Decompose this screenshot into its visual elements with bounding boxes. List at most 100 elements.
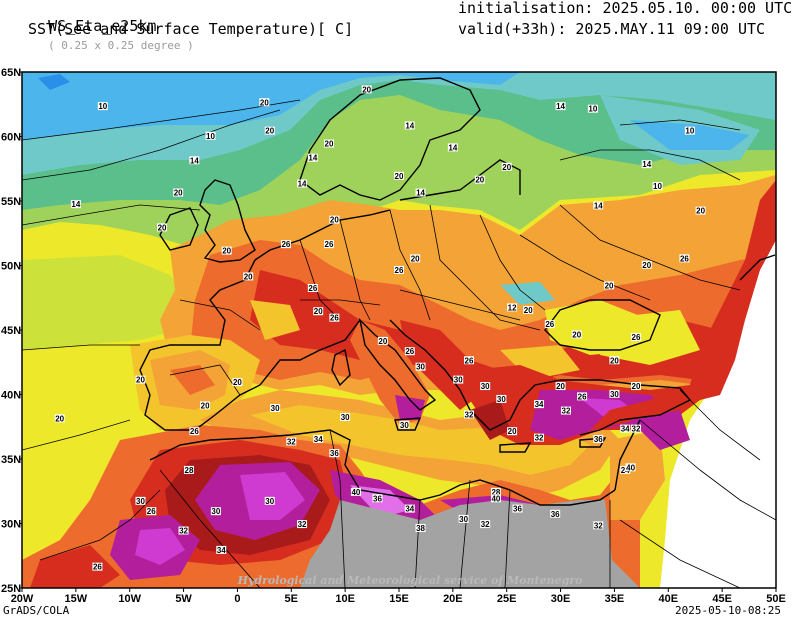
- contour-label-bg: [410, 254, 421, 263]
- contour-label: 20: [475, 176, 484, 185]
- contour-label: 32: [298, 520, 307, 529]
- contour-label-bg: [490, 487, 501, 496]
- contour-label: 32: [465, 410, 474, 419]
- contour-label: 10: [653, 182, 662, 191]
- contour-label: 14: [308, 154, 317, 163]
- contour-label: 20: [632, 382, 641, 391]
- contour-label: 30: [481, 382, 490, 391]
- contour-label: 14: [71, 200, 80, 209]
- contour-label-bg: [297, 520, 308, 529]
- lon-tick-label: 35E: [605, 593, 625, 605]
- contour-label: 20: [610, 356, 619, 365]
- contour-label: 26: [330, 314, 339, 323]
- contour-label: 20: [362, 85, 371, 94]
- contour-label-bg: [313, 307, 324, 316]
- contour-label: 14: [190, 156, 199, 165]
- contour-label-bg: [630, 333, 641, 342]
- contour-label: 14: [405, 121, 414, 130]
- contour-label: 12: [508, 303, 517, 312]
- contour-label: 36: [551, 510, 560, 519]
- contour-label-bg: [641, 260, 652, 269]
- contour-label-bg: [630, 424, 641, 433]
- contour-label-bg: [394, 265, 404, 274]
- lat-tick-label: 65N: [1, 67, 21, 79]
- contour-label: 20: [233, 378, 242, 387]
- contour-label: 10: [206, 132, 215, 141]
- contour-label-bg: [216, 545, 227, 554]
- field-title: SST(See and Surface Temperature)[ C]: [28, 20, 354, 38]
- contour-label: 30: [497, 395, 506, 404]
- contour-label-bg: [507, 303, 518, 312]
- contour-label: 10: [685, 127, 694, 136]
- contour-label: 34: [535, 400, 544, 409]
- contour-label-bg: [135, 375, 146, 384]
- contour-label-bg: [490, 494, 501, 503]
- contour-label: 34: [621, 425, 630, 434]
- lon-tick-label: 10W: [118, 593, 141, 605]
- contour-label-bg: [205, 131, 216, 140]
- contour-label-bg: [609, 389, 620, 398]
- contour-label: 34: [405, 505, 414, 514]
- contour-label-bg: [534, 433, 545, 442]
- contour-label-bg: [679, 254, 690, 263]
- contour-label-bg: [157, 223, 168, 232]
- lon-tick-label: 20E: [443, 593, 463, 605]
- contour-label: 14: [298, 180, 307, 189]
- lon-tick-label: 15W: [65, 593, 88, 605]
- contour-label-bg: [464, 356, 475, 365]
- contour-label: 20: [642, 261, 651, 270]
- software-credit: GrADS/COLA: [3, 604, 70, 617]
- contour-label: 14: [556, 102, 565, 111]
- contour-label-bg: [259, 98, 270, 107]
- contour-label-bg: [480, 382, 491, 391]
- temperature-field: [22, 72, 776, 588]
- contour-label: 26: [325, 240, 334, 249]
- contour-label: 32: [179, 527, 188, 536]
- contour-label-bg: [404, 504, 415, 513]
- contour-label-bg: [560, 406, 571, 415]
- contour-label: 10: [98, 102, 107, 111]
- contour-label-bg: [210, 507, 221, 516]
- contour-label-bg: [377, 336, 388, 345]
- contour-label-bg: [307, 153, 318, 162]
- contour-label-bg: [464, 410, 475, 419]
- contour-label-bg: [280, 240, 291, 249]
- contour-label-bg: [323, 240, 334, 249]
- contour-label: 14: [448, 143, 457, 152]
- contour-label-bg: [232, 378, 243, 387]
- country-borders: [39, 204, 776, 588]
- contour-label: 26: [545, 320, 554, 329]
- contour-label-bg: [394, 171, 404, 180]
- contour-label-bg: [70, 200, 81, 209]
- contour-label: 28: [491, 488, 500, 497]
- contour-label: 14: [416, 189, 425, 198]
- contour-label-bg: [453, 375, 464, 384]
- contour-label: 32: [535, 434, 544, 443]
- contour-label-bg: [555, 102, 566, 111]
- contour-label-bg: [415, 188, 426, 197]
- contour-label-bg: [593, 201, 604, 210]
- contour-label-bg: [593, 521, 604, 530]
- contour-label: 20: [244, 272, 253, 281]
- contour-label-bg: [329, 313, 340, 322]
- contour-label-bg: [270, 403, 281, 412]
- contour-label: 36: [594, 435, 603, 444]
- contour-label: 30: [416, 363, 425, 372]
- contour-label: 30: [459, 515, 468, 524]
- contour-label: 26: [578, 392, 587, 401]
- contour-label: 10: [588, 105, 597, 114]
- contour-label-bg: [329, 449, 340, 458]
- contour-label: 30: [136, 497, 145, 506]
- contour-label-bg: [286, 437, 297, 446]
- contour-label-bg: [146, 507, 157, 516]
- contour-label: 20: [378, 337, 387, 346]
- contour-label-bg: [641, 160, 652, 169]
- contour-label: 40: [351, 488, 360, 497]
- contour-label-bg: [695, 206, 706, 215]
- contour-label-bg: [620, 465, 631, 474]
- contour-label: 20: [411, 254, 420, 263]
- contour-label-bg: [458, 514, 469, 523]
- lon-tick-label: 5E: [285, 593, 298, 605]
- contour-lines: [22, 99, 741, 451]
- contour-label: 32: [287, 438, 296, 447]
